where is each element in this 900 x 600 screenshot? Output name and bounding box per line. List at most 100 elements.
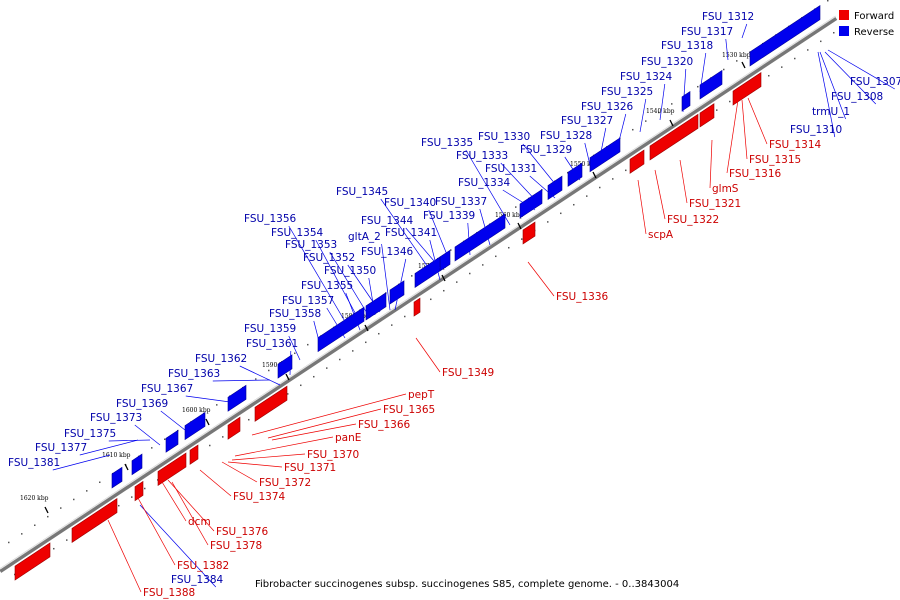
reverse-gene-label: FSU_1324 <box>620 71 672 83</box>
reverse-gene-block <box>389 280 405 305</box>
scale-dot <box>586 195 588 197</box>
scale-dot <box>66 539 68 541</box>
reverse-gene-block <box>227 384 247 412</box>
scale-dot <box>151 447 153 449</box>
reverse-gene-label: FSU_1312 <box>702 11 754 23</box>
forward-gene-label: FSU_1388 <box>143 587 195 599</box>
scale-dot <box>378 332 380 335</box>
reverse-gene-label: FSU_1337 <box>435 196 487 208</box>
reverse-label-leader <box>326 307 346 339</box>
forward-label-leader <box>251 393 407 436</box>
reverse-gene-label: FSU_1318 <box>661 40 713 52</box>
reverse-gene-label: FSU_1353 <box>285 239 337 251</box>
reverse-label-leader <box>313 320 321 346</box>
reverse-label-leader <box>429 239 441 281</box>
legend-forward-label: Forward <box>854 11 894 22</box>
forward-label-leader <box>267 408 382 439</box>
scale-dot <box>716 109 718 111</box>
reverse-gene-label: FSU_1357 <box>282 295 334 307</box>
reverse-gene-label: FSU_1350 <box>324 265 376 277</box>
reverse-gene-label: FSU_1340 <box>384 197 436 209</box>
reverse-label-leader <box>347 264 381 313</box>
reverse-label-leader <box>239 365 281 386</box>
gene-labels: FSU_1312 FSU_1317 FSU_1318 FSU_1320 FSU_1324… <box>8 11 900 599</box>
reverse-gene-label: FSU_1367 <box>141 383 193 395</box>
reverse-gene-label: trmU_1 <box>812 106 850 118</box>
scale-dot <box>729 100 731 103</box>
reverse-label-leader <box>160 410 186 431</box>
reverse-label-leader <box>479 208 491 246</box>
scale-tick-mark <box>741 61 746 69</box>
reverse-gene-block <box>277 354 293 379</box>
reverse-gene-label: FSU_1344 <box>361 215 413 227</box>
reverse-gene-label: FSU_1333 <box>456 150 508 162</box>
scale-tick-label: 1550 kbp <box>570 161 599 168</box>
forward-gene-label: FSU_1365 <box>383 404 435 416</box>
reverse-label-leader <box>741 23 748 39</box>
forward-gene-label: FSU_1374 <box>233 491 285 503</box>
forward-gene-block <box>134 480 144 502</box>
reverse-gene-block <box>519 188 543 219</box>
scale-dot <box>287 393 289 395</box>
forward-label-leader <box>221 461 258 483</box>
forward-gene-block <box>71 498 118 543</box>
scale-dot <box>164 438 166 441</box>
reverse-gene-label: FSU_1346 <box>361 246 413 258</box>
reverse-gene-block <box>567 162 583 187</box>
genome-axis <box>0 15 838 573</box>
scale-dot <box>573 203 575 206</box>
scale-dot <box>515 206 517 208</box>
reverse-label-leader <box>502 189 536 211</box>
forward-label-leader <box>231 453 306 461</box>
reverse-label-leader <box>381 243 391 311</box>
scale-dot <box>781 66 783 68</box>
reverse-label-leader <box>52 454 111 471</box>
forward-gene-label: glmS <box>712 183 739 195</box>
reverse-gene-label: FSU_1373 <box>90 412 142 424</box>
scale-tick-mark <box>441 274 446 282</box>
forward-gene-block <box>14 542 51 581</box>
scale-tick-label: 1600 kbp <box>182 407 211 414</box>
forward-label-leader <box>679 159 688 204</box>
scale-tick-mark <box>205 418 210 426</box>
forward-gene-label: pepT <box>408 389 435 401</box>
reverse-gene-label: FSU_1331 <box>485 163 537 175</box>
reverse-gene-block <box>131 453 143 476</box>
forward-label-leader <box>271 423 357 441</box>
reverse-label-leader <box>185 395 231 403</box>
forward-gene-label: FSU_1322 <box>667 214 719 226</box>
scale-dot <box>255 378 257 380</box>
forward-gene-label: FSU_1315 <box>749 154 801 166</box>
reverse-label-leader <box>599 127 607 158</box>
scale-dot <box>768 74 770 77</box>
reverse-gene-label: FSU_1330 <box>478 131 530 143</box>
legend: Forward Reverse <box>839 10 894 38</box>
forward-label-leader <box>726 99 739 174</box>
scale-dot <box>807 49 809 51</box>
reverse-label-leader <box>289 350 292 376</box>
reverse-label-leader <box>699 52 707 93</box>
reverse-label-leader <box>827 49 895 90</box>
reverse-label-leader <box>564 156 581 181</box>
reverse-label-leader <box>617 113 627 146</box>
scale-tick-mark <box>285 373 290 381</box>
reverse-gene-label: FSU_1317 <box>681 26 733 38</box>
scale-dot <box>8 541 10 544</box>
scale-dot <box>216 404 218 406</box>
scale-dot <box>411 275 413 277</box>
scale-dot <box>820 40 822 43</box>
scale-dot <box>352 350 354 352</box>
reverse-label-leader <box>682 68 687 113</box>
scale-dot <box>794 57 796 60</box>
scale-dot <box>697 85 699 88</box>
reverse-gene-label: FSU_1335 <box>421 137 473 149</box>
legend-reverse-label: Reverse <box>854 27 894 38</box>
reverse-gene-block <box>589 137 621 173</box>
scale-dot <box>560 212 562 215</box>
scale-dot <box>144 487 146 490</box>
reverse-gene-block <box>749 5 821 67</box>
forward-label-leader <box>747 97 768 145</box>
reverse-label-leader <box>500 162 541 206</box>
reverse-gene-label: FSU_1355 <box>301 280 353 292</box>
